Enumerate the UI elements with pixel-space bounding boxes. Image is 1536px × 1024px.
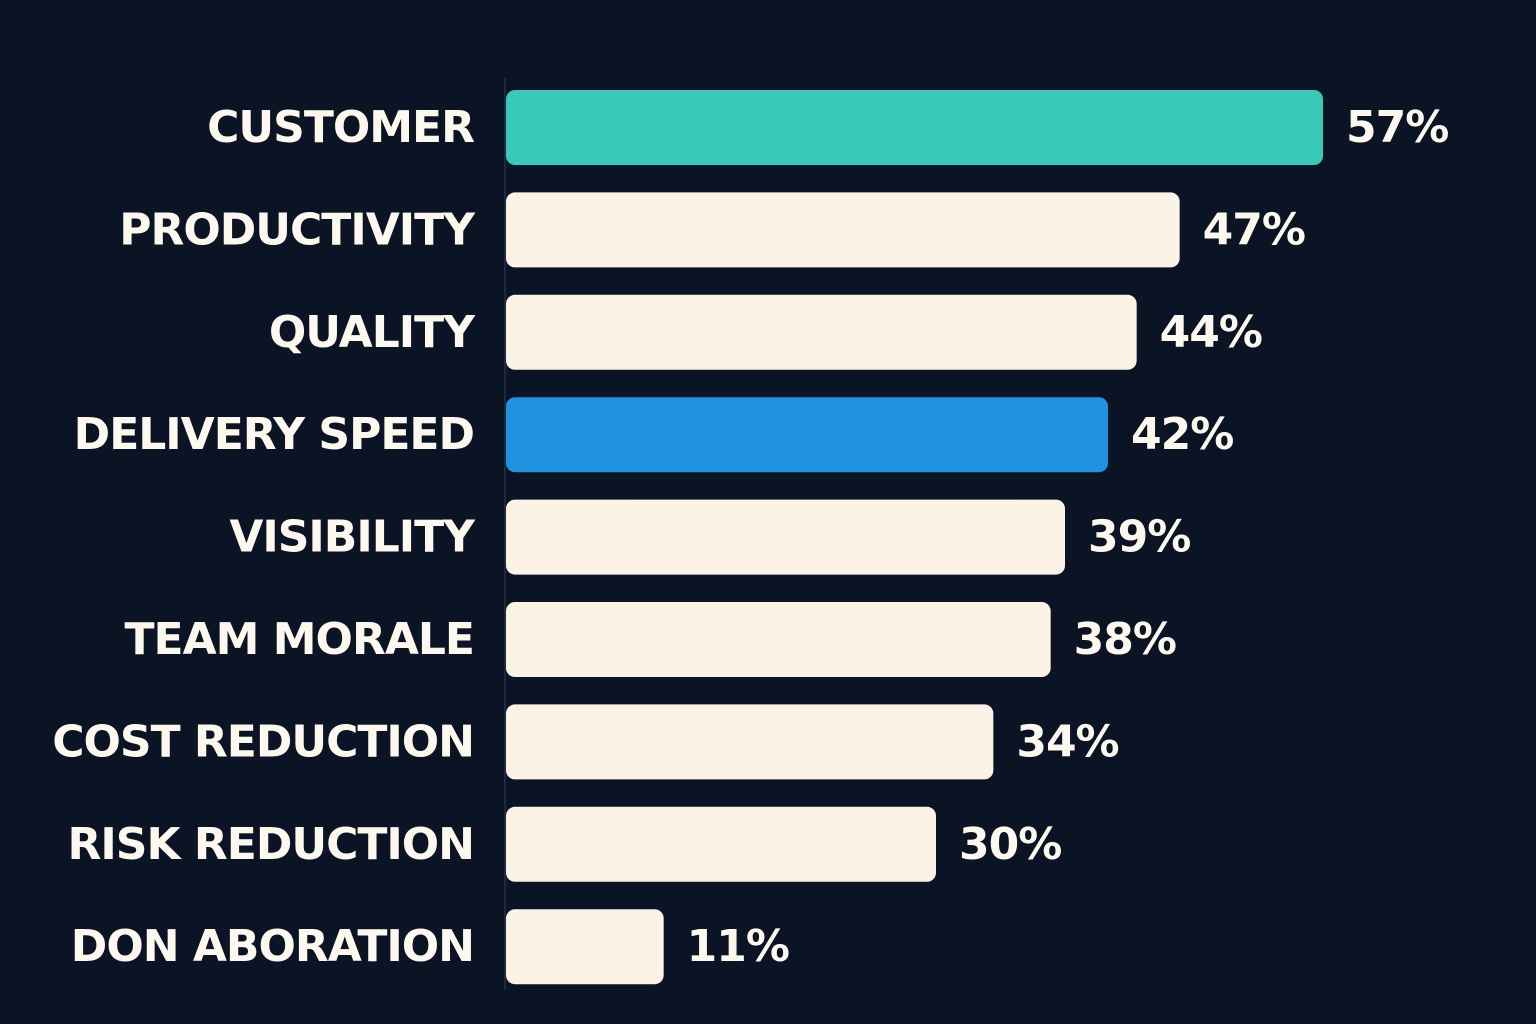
bars-group: CUSTOMER 57% PRODUCTIVITY 47% QUALITY 44% DELI… (52, 90, 1449, 985)
bar-visibility (506, 499, 1065, 575)
bar-quality (506, 294, 1137, 370)
value-label: 42% (1131, 409, 1233, 460)
category-label: CUSTOMER (207, 102, 474, 153)
value-label: 57% (1346, 102, 1448, 153)
bar-customer (506, 90, 1323, 165)
bar-don-aboration (506, 909, 664, 985)
category-label: PRODUCTIVITY (119, 204, 476, 255)
bar-risk-reduction (506, 806, 936, 882)
value-label: 34% (1016, 716, 1118, 767)
category-label: DON ABORATION (71, 921, 474, 972)
category-label: QUALITY (269, 307, 476, 358)
bar-team-morale (506, 602, 1051, 677)
value-label: 11% (687, 921, 789, 972)
category-label: RISK REDUCTION (68, 819, 474, 870)
value-label: 38% (1074, 614, 1176, 665)
bar-delivery-speed (506, 397, 1108, 473)
category-label: VISIBILITY (229, 512, 476, 563)
value-label: 30% (959, 819, 1061, 870)
category-label: COST REDUCTION (52, 716, 474, 767)
bar-cost-reduction (506, 704, 994, 780)
category-label: TEAM MORALE (125, 614, 474, 665)
value-label: 44% (1160, 307, 1262, 358)
bar-productivity (506, 192, 1180, 268)
value-label: 39% (1088, 512, 1190, 563)
category-label: DELIVERY SPEED (74, 409, 474, 460)
value-label: 47% (1203, 204, 1305, 255)
